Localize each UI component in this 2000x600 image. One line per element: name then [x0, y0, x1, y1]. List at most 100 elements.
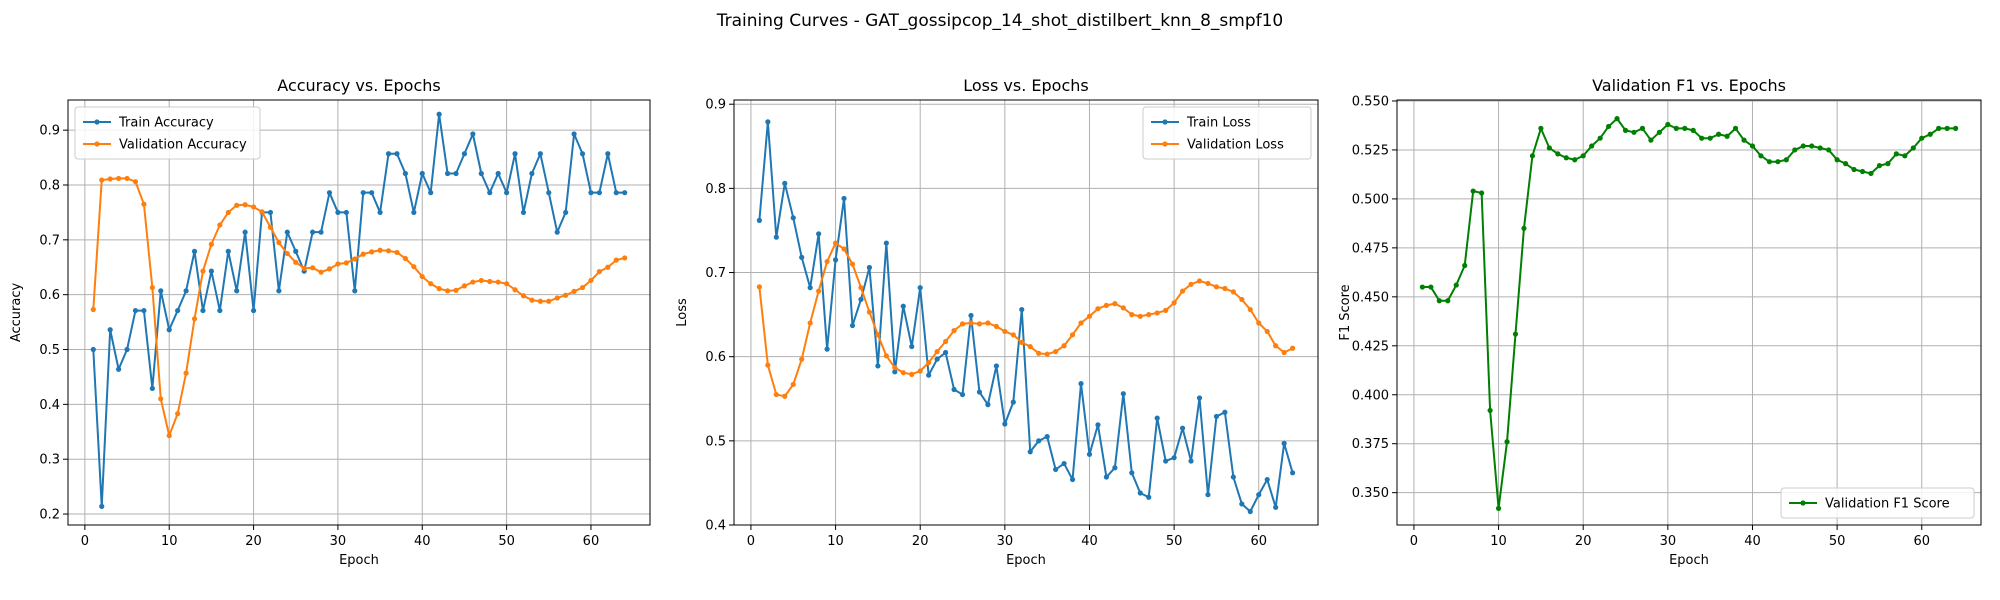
chart-title: Loss vs. Epochs [963, 76, 1088, 95]
data-point [158, 288, 164, 294]
data-point [824, 258, 830, 265]
data-point [1758, 153, 1764, 159]
data-point [1154, 310, 1160, 316]
data-point [1589, 143, 1595, 149]
data-point [402, 170, 408, 177]
data-point [1230, 289, 1236, 295]
x-tick-label: 10 [827, 534, 844, 549]
data-point [1120, 391, 1126, 397]
legend-box [1142, 106, 1312, 160]
data-point [1826, 147, 1832, 153]
x-tick-label: 20 [912, 534, 929, 549]
data-point [858, 285, 864, 291]
data-point [487, 278, 493, 285]
data-point [1910, 145, 1916, 151]
data-point [1470, 188, 1476, 194]
data-point [1010, 332, 1016, 338]
data-point [1239, 296, 1245, 303]
data-point [1521, 225, 1527, 231]
data-point [1061, 460, 1067, 467]
x-tick-label: 60 [1250, 534, 1267, 549]
plot-frame [733, 99, 1319, 526]
x-tick-label: 0 [747, 534, 755, 549]
y-tick-label: 0.5 [39, 343, 60, 358]
data-point [512, 151, 518, 157]
data-point [1247, 306, 1253, 313]
legend-marker [1162, 119, 1168, 125]
data-point [124, 346, 130, 353]
data-point [546, 298, 552, 304]
data-point [293, 259, 299, 265]
data-point [1453, 282, 1459, 288]
data-point [335, 209, 341, 216]
data-point [605, 264, 611, 270]
data-point [428, 281, 434, 287]
y-tick-label: 0.4 [705, 519, 726, 534]
data-point [343, 260, 349, 266]
data-point [1137, 313, 1143, 319]
y-tick-label: 0.3 [39, 453, 60, 468]
data-point [1053, 466, 1059, 473]
data-point [1171, 300, 1177, 306]
data-point [1707, 135, 1713, 141]
data-point [1086, 313, 1093, 319]
data-point [1196, 395, 1203, 401]
data-point [107, 176, 113, 182]
data-point [166, 433, 172, 439]
figure-title: Training Curves - GAT_gossipcop_14_shot_… [716, 11, 1284, 31]
data-point [588, 190, 594, 196]
data-point [1103, 474, 1110, 480]
data-point [402, 255, 408, 262]
data-point [1656, 129, 1662, 135]
data-point [1462, 262, 1468, 269]
data-point [183, 288, 189, 294]
legend: Train Loss Validation Loss [1142, 106, 1312, 160]
data-point [1146, 312, 1152, 318]
series-markers-1 [756, 119, 1296, 515]
data-point [1868, 170, 1874, 177]
data-point [900, 370, 906, 376]
data-point [385, 248, 392, 254]
data-point [234, 202, 240, 208]
data-point [976, 389, 983, 395]
data-point [1876, 163, 1883, 169]
data-point [1724, 133, 1730, 139]
legend-box [1780, 487, 1975, 519]
data-point [1792, 147, 1798, 153]
x-tick-label: 30 [330, 534, 347, 549]
data-point [917, 285, 923, 291]
data-point [1103, 302, 1110, 308]
data-point [1281, 349, 1287, 356]
data-point [1256, 492, 1262, 498]
x-tick-label: 50 [1166, 534, 1183, 549]
data-point [1673, 125, 1679, 131]
data-point [520, 209, 527, 216]
data-point [841, 246, 847, 252]
data-point [259, 209, 265, 215]
x-tick-label: 60 [1913, 534, 1930, 549]
y-tick-label: 0.350 [1352, 486, 1389, 501]
data-point [1239, 501, 1245, 507]
data-point [132, 307, 139, 314]
data-point [1154, 415, 1160, 421]
data-point [934, 349, 940, 355]
data-point [166, 327, 172, 333]
data-point [1927, 131, 1933, 137]
data-point [1614, 116, 1620, 122]
data-point [478, 277, 484, 284]
data-point [1112, 465, 1118, 471]
y-tick-label: 0.425 [1352, 339, 1389, 354]
series-line-2 [92, 177, 625, 437]
y-tick-label: 0.2 [39, 508, 60, 523]
data-point [478, 170, 484, 177]
data-point [141, 201, 147, 207]
data-point [968, 312, 974, 319]
legend: Train Accuracy Validation Accuracy [74, 106, 261, 160]
y-tick-label: 0.500 [1352, 192, 1389, 207]
data-point [1188, 281, 1194, 287]
data-point [1538, 125, 1544, 131]
data-point [596, 190, 602, 196]
series-line-1 [92, 113, 625, 508]
series-line-1 [1422, 117, 1956, 510]
data-point [217, 222, 223, 228]
